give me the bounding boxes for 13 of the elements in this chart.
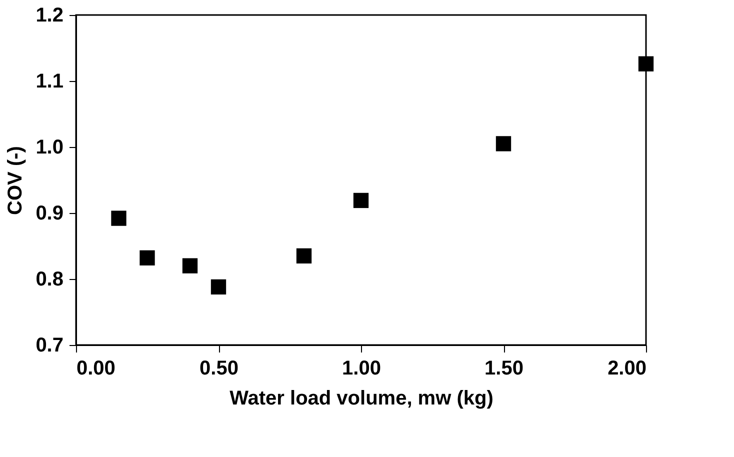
y-tick-label: 1.0 bbox=[36, 136, 64, 158]
y-tick-label: 1.1 bbox=[36, 70, 64, 92]
y-axis-title: COV (-) bbox=[4, 146, 27, 215]
y-tick-label: 0.9 bbox=[36, 202, 64, 224]
x-axis-title: Water load volume, mw (kg) bbox=[230, 388, 494, 410]
x-tick-label: 0.00 bbox=[76, 358, 116, 380]
y-tick-label: 0.8 bbox=[36, 268, 64, 290]
x-tick-label: 2.00 bbox=[608, 358, 646, 380]
y-tick-label: 0.7 bbox=[36, 334, 64, 356]
x-tick-label: 1.50 bbox=[484, 358, 524, 380]
y-tick-label: 1.2 bbox=[36, 4, 64, 26]
x-tick-label: 1.00 bbox=[342, 358, 381, 380]
x-tick-label: 0.50 bbox=[200, 358, 238, 380]
